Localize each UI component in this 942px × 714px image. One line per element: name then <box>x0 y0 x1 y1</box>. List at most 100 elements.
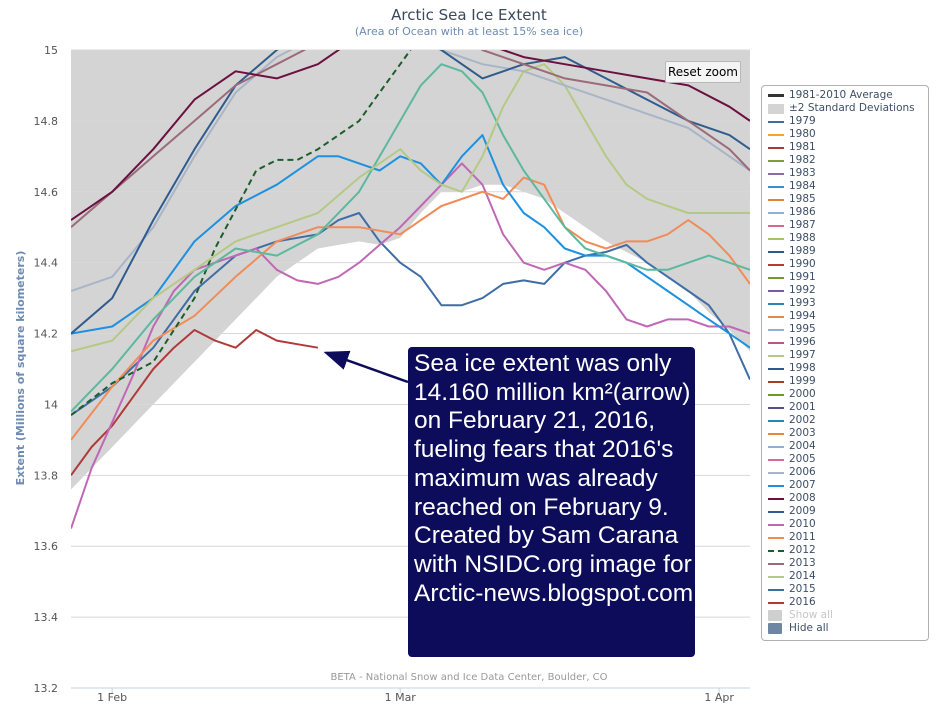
legend-swatch <box>768 523 784 526</box>
legend-item-2008[interactable]: 2008 <box>768 492 922 505</box>
legend-item-2009[interactable]: 2009 <box>768 505 922 518</box>
legend-item-2007[interactable]: 2007 <box>768 479 922 492</box>
legend-item-2016[interactable]: 2016 <box>768 596 922 609</box>
legend-swatch <box>768 575 784 578</box>
legend-item-2005[interactable]: 2005 <box>768 453 922 466</box>
hide-all-swatch <box>768 623 782 634</box>
series-line-2006[interactable] <box>71 29 750 292</box>
series-line-2009[interactable] <box>71 15 750 335</box>
legend-item-1987[interactable]: 1987 <box>768 219 922 232</box>
series-line-2005[interactable] <box>71 63 750 413</box>
legend-label: 2010 <box>789 518 816 530</box>
legend-label: 1982 <box>789 154 816 166</box>
legend-item-1983[interactable]: 1983 <box>768 167 922 180</box>
series-line-2014[interactable] <box>71 63 750 353</box>
y-tick-label: 14.8 <box>34 115 59 128</box>
legend-label: 1996 <box>789 336 816 348</box>
legend-swatch <box>768 445 784 448</box>
legend-item--2-standard-deviations[interactable]: ±2 Standard Deviations <box>768 102 922 115</box>
legend-item-1995[interactable]: 1995 <box>768 323 922 336</box>
legend-item-1991[interactable]: 1991 <box>768 271 922 284</box>
series-line-2016[interactable] <box>71 329 319 476</box>
legend-item-1985[interactable]: 1985 <box>768 193 922 206</box>
legend-item-1989[interactable]: 1989 <box>768 245 922 258</box>
reset-zoom-button[interactable]: Reset zoom <box>665 61 741 83</box>
legend-swatch <box>768 133 784 136</box>
legend-item-1980[interactable]: 1980 <box>768 128 922 141</box>
legend-item-1988[interactable]: 1988 <box>768 232 922 245</box>
legend-item-2002[interactable]: 2002 <box>768 414 922 427</box>
legend-label: 1994 <box>789 310 816 322</box>
legend-label: 1983 <box>789 167 816 179</box>
annotation-box: Sea ice extent was only 14.160 million km… <box>408 347 695 657</box>
legend-item-1994[interactable]: 1994 <box>768 310 922 323</box>
legend-item-1990[interactable]: 1990 <box>768 258 922 271</box>
legend-label: 2009 <box>789 505 816 517</box>
annotation-line: reached on February 9. <box>414 493 669 521</box>
series-line-2013[interactable] <box>71 15 750 228</box>
legend-item-2010[interactable]: 2010 <box>768 518 922 531</box>
legend-item-1984[interactable]: 1984 <box>768 180 922 193</box>
legend-swatch <box>768 406 784 409</box>
legend-label: 1998 <box>789 362 816 374</box>
annotation-line: 14.160 million km²(arrow) <box>414 378 691 406</box>
series-line-2011[interactable] <box>71 176 750 441</box>
legend-label: 1981-2010 Average <box>789 89 893 101</box>
legend-item-1986[interactable]: 1986 <box>768 206 922 219</box>
legend-items: 1981-2010 Average ±2 Standard Deviations 1… <box>768 89 922 609</box>
series-line-2012[interactable] <box>71 50 412 416</box>
legend-item-2006[interactable]: 2006 <box>768 466 922 479</box>
legend-label: 1979 <box>789 115 816 127</box>
legend-item-1992[interactable]: 1992 <box>768 284 922 297</box>
legend-item-1996[interactable]: 1996 <box>768 336 922 349</box>
legend-swatch <box>768 237 784 240</box>
legend-item-1981[interactable]: 1981 <box>768 141 922 154</box>
legend-swatch <box>768 250 784 253</box>
legend-label: 1991 <box>789 271 816 283</box>
legend-label: 2008 <box>789 492 816 504</box>
legend-item-1999[interactable]: 1999 <box>768 375 922 388</box>
chart-subtitle: (Area of Ocean with at least 15% sea ice… <box>355 25 583 38</box>
legend-item-1982[interactable]: 1982 <box>768 154 922 167</box>
legend-item-1997[interactable]: 1997 <box>768 349 922 362</box>
legend-swatch <box>768 302 784 305</box>
legend-swatch <box>768 289 784 292</box>
legend-label: 2005 <box>789 453 816 465</box>
legend-label: 1985 <box>789 193 816 205</box>
legend-item-2004[interactable]: 2004 <box>768 440 922 453</box>
legend-item-2003[interactable]: 2003 <box>768 427 922 440</box>
legend-item-1993[interactable]: 1993 <box>768 297 922 310</box>
legend-swatch <box>768 159 784 162</box>
legend-item-2011[interactable]: 2011 <box>768 531 922 544</box>
legend-item-1998[interactable]: 1998 <box>768 362 922 375</box>
legend-label: 1997 <box>789 349 816 361</box>
series-line-2007[interactable] <box>71 134 750 349</box>
legend-item-2001[interactable]: 2001 <box>768 401 922 414</box>
legend-swatch <box>768 120 784 123</box>
series-line-2010[interactable] <box>71 162 750 529</box>
legend-item-2015[interactable]: 2015 <box>768 583 922 596</box>
legend-hide-all[interactable]: Hide all <box>768 622 922 635</box>
annotation-line: Created by Sam Carana <box>414 522 679 550</box>
y-tick-label: 13.2 <box>34 682 59 695</box>
legend-item-1981-2010-average[interactable]: 1981-2010 Average <box>768 89 922 102</box>
legend-item-1979[interactable]: 1979 <box>768 115 922 128</box>
legend-item-2012[interactable]: 2012 <box>768 544 922 557</box>
legend-swatch <box>768 211 784 214</box>
legend-item-2014[interactable]: 2014 <box>768 570 922 583</box>
x-tick-label: 1 Mar <box>385 691 417 704</box>
legend-item-2013[interactable]: 2013 <box>768 557 922 570</box>
legend-label: 2012 <box>789 544 816 556</box>
y-tick-label: 13.6 <box>34 540 59 553</box>
series-line-2008[interactable] <box>71 15 750 221</box>
legend-label: 2011 <box>789 531 816 543</box>
legend-swatch <box>768 458 784 461</box>
annotation-line: Sea ice extent was only <box>414 350 672 377</box>
legend-swatch <box>768 367 784 370</box>
legend-item-2000[interactable]: 2000 <box>768 388 922 401</box>
legend-label: 2000 <box>789 388 816 400</box>
legend-label: 1984 <box>789 180 816 192</box>
legend-swatch <box>768 510 784 513</box>
legend-show-all[interactable]: Show all <box>768 609 922 622</box>
legend-label: 1993 <box>789 297 816 309</box>
